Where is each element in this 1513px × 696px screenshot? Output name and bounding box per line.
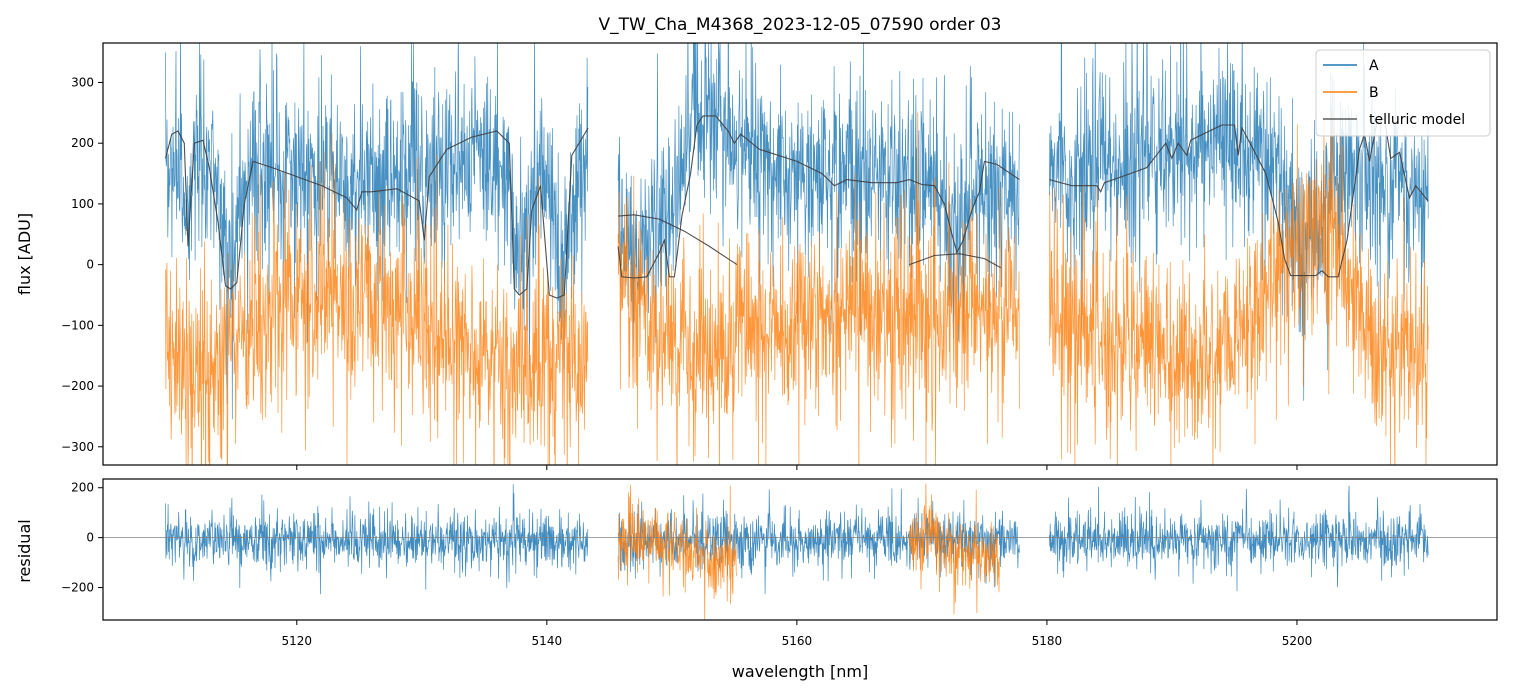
top-y-tick-label: 100 <box>71 197 94 211</box>
legend-entry-b: B <box>1323 85 1379 101</box>
legend-frame <box>1315 49 1491 137</box>
x-tick-label: 5160 <box>782 634 813 648</box>
telluric-model-line-1 <box>164 127 589 299</box>
bottom-panel: −200 0 200 5120 5140 5160 5180 5200 residual w… <box>15 478 1498 681</box>
legend-label-telluric-model: telluric model <box>1369 112 1465 128</box>
bottom-plot-area <box>103 483 1497 620</box>
bottom-y-axis: −200 0 200 <box>61 481 103 595</box>
top-y-axis-label: flux [ADU] <box>15 213 34 295</box>
top-panel: −300 −200 −100 0 100 200 300 flux [ADU] A B te… <box>15 42 1498 470</box>
bottom-x-axis: 5120 5140 5160 5180 5200 <box>282 620 1313 648</box>
x-tick-label: 5200 <box>1282 634 1313 648</box>
telluric-model-line-3 <box>618 214 738 266</box>
legend-label-a: A <box>1369 58 1379 74</box>
series-b-segment-3 <box>1049 107 1429 465</box>
residual-a-segment-3 <box>1049 485 1429 592</box>
legend-entry-telluric-model: telluric model <box>1323 112 1465 128</box>
top-y-tick-label: 200 <box>71 136 94 150</box>
series-b-segment-2 <box>617 112 1020 465</box>
residual-a-segment-2 <box>617 488 1020 594</box>
bottom-y-tick-label: 0 <box>86 531 94 545</box>
top-axes-frame <box>102 42 1498 466</box>
x-tick-label: 5180 <box>1032 634 1063 648</box>
legend-entry-a: A <box>1323 58 1379 74</box>
x-tick-label: 5120 <box>282 634 313 648</box>
top-y-tick-label: 300 <box>71 75 94 89</box>
top-y-tick-label: −200 <box>61 379 94 393</box>
legend: A B telluric model <box>1315 49 1491 137</box>
top-x-axis <box>296 465 1298 470</box>
top-y-tick-label: 0 <box>86 258 94 272</box>
legend-label-b: B <box>1369 85 1379 101</box>
x-axis-label: wavelength [nm] <box>732 662 869 681</box>
residual-a-segment-1 <box>165 484 589 595</box>
series-a-segment-1 <box>165 43 589 420</box>
bottom-y-tick-label: 200 <box>71 481 94 495</box>
top-y-tick-label: −100 <box>61 318 94 332</box>
telluric-model-line-2 <box>617 115 1020 279</box>
top-plot-area <box>164 43 1429 465</box>
telluric-model-line-4 <box>909 253 1001 269</box>
series-a-segment-3 <box>1049 43 1429 401</box>
series-a-segment-2 <box>617 43 1020 358</box>
top-y-axis: −300 −200 −100 0 100 200 300 <box>61 75 103 454</box>
bottom-axes-frame <box>102 478 1498 621</box>
x-tick-label: 5140 <box>532 634 563 648</box>
chart-title: V_TW_Cha_M4368_2023-12-05_07590 order 03 <box>599 15 1002 35</box>
residual-b-segment-1 <box>617 484 737 620</box>
top-y-tick-label: −300 <box>61 440 94 454</box>
residual-b-segment-2 <box>909 483 1000 615</box>
series-b-segment-1 <box>165 132 589 465</box>
bottom-y-tick-label: −200 <box>61 581 94 595</box>
bottom-y-axis-label: residual <box>15 519 34 582</box>
